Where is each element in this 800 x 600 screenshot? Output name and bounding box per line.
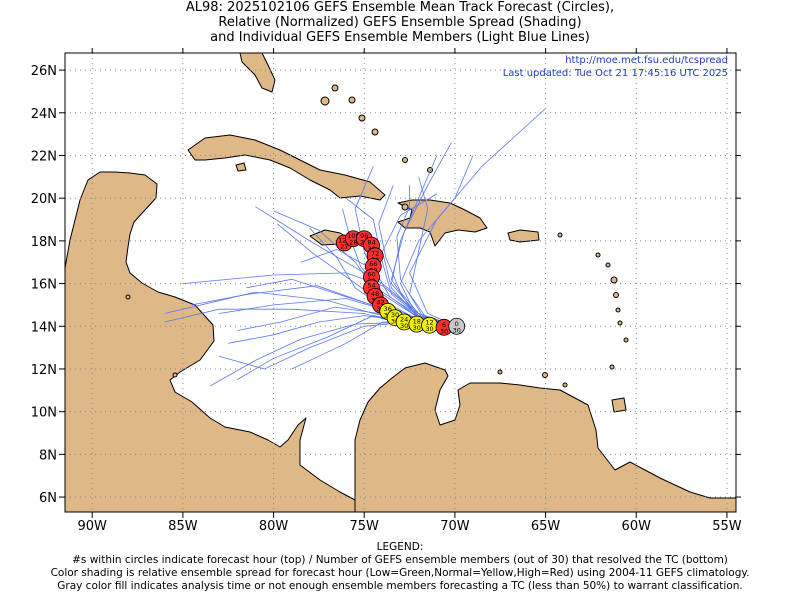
member-track	[409, 108, 546, 327]
forecast-hour-label: 18	[413, 318, 421, 326]
member-count-label: 30	[440, 327, 448, 335]
member-count-label: 30	[391, 318, 399, 326]
forecast-hour-label: 60	[367, 271, 375, 279]
hispaniola-land	[397, 199, 488, 247]
y-tick-label: 10N	[31, 406, 57, 421]
forecast-hour-label: 24	[400, 315, 408, 323]
forecast-hour-label: 96	[360, 232, 368, 240]
mean-track-point: 030	[448, 317, 466, 335]
member-count-label: 30	[400, 322, 408, 330]
plot-frame	[64, 52, 737, 513]
isla-juventud-land	[235, 162, 247, 172]
member-count-label: 27	[340, 243, 348, 251]
x-tick-label: 70W	[440, 519, 470, 534]
y-tick-label: 8N	[39, 448, 57, 463]
y-axis-ticks: 6N 8N 10N 12N 14N 16N 18N 20N 22N 24N 26N	[31, 64, 741, 506]
source-url[interactable]: http://moe.met.fsu.edu/tcspread	[565, 55, 728, 66]
x-axis-ticks: 90W 85W 80W 75W 70W 65W 60W 55W	[77, 48, 742, 534]
x-tick-label: 65W	[531, 519, 561, 534]
central-america-land	[65, 171, 371, 512]
florida-land	[239, 53, 276, 93]
forecast-hour-label: 120	[338, 237, 350, 245]
x-tick-label: 55W	[712, 519, 742, 534]
mean-track: 1202710828962984307230663060305430483042…	[335, 230, 466, 336]
member-count-label: 28	[349, 239, 357, 247]
y-tick-label: 18N	[31, 235, 57, 250]
title-line-1: AL98: 2025102106 GEFS Ensemble Mean Trac…	[185, 0, 615, 15]
forecast-hour-label: 108	[347, 232, 359, 240]
forecast-hour-label: 6	[442, 321, 446, 329]
trinidad-land	[611, 397, 627, 413]
y-tick-label: 12N	[31, 363, 57, 378]
y-tick-label: 26N	[31, 64, 57, 79]
member-count-label: 30	[413, 324, 421, 332]
member-count-label: 30	[453, 326, 461, 334]
y-tick-label: 22N	[31, 149, 57, 164]
forecast-hour-label: 84	[367, 239, 375, 247]
x-tick-label: 75W	[350, 519, 380, 534]
y-tick-label: 6N	[39, 491, 57, 506]
forecast-hour-label: 72	[371, 249, 379, 257]
x-tick-label: 85W	[168, 519, 198, 534]
x-tick-label: 60W	[622, 519, 652, 534]
title-line-2: Relative (Normalized) GEFS Ensemble Spre…	[218, 15, 582, 30]
y-tick-label: 16N	[31, 278, 57, 293]
x-tick-label: 90W	[77, 519, 107, 534]
forecast-hour-label: 42	[376, 298, 384, 306]
forecast-hour-label: 66	[369, 260, 377, 268]
forecast-hour-label: 30	[391, 311, 399, 319]
legend-heading: LEGEND:	[376, 541, 424, 553]
y-tick-label: 14N	[31, 320, 57, 335]
chart-title: AL98: 2025102106 GEFS Ensemble Mean Trac…	[0, 0, 800, 45]
forecast-hour-label: 54	[367, 281, 375, 289]
y-tick-label: 24N	[31, 107, 57, 122]
legend: LEGEND: #s within circles indicate forec…	[0, 541, 800, 593]
south-america-land	[354, 362, 736, 512]
legend-line-3: Gray color fill indicates analysis time …	[57, 580, 743, 592]
legend-line-2: Color shading is relative ensemble sprea…	[50, 567, 750, 579]
forecast-hour-label: 0	[455, 320, 459, 328]
forecast-hour-label: 12	[425, 319, 433, 327]
puerto-rico-land	[507, 229, 540, 243]
title-line-3: and Individual GEFS Ensemble Members (Li…	[210, 30, 590, 45]
mean-track-circle	[448, 317, 466, 335]
forecast-hour-label: 36	[384, 305, 392, 313]
y-tick-label: 20N	[31, 192, 57, 207]
member-count-label: 30	[425, 325, 433, 333]
last-updated: Last updated: Tue Oct 21 17:45:16 UTC 20…	[502, 68, 728, 79]
legend-line-1: #s within circles indicate forecast hour…	[72, 554, 728, 566]
x-tick-label: 80W	[259, 519, 289, 534]
forecast-hour-label: 48	[371, 290, 379, 298]
